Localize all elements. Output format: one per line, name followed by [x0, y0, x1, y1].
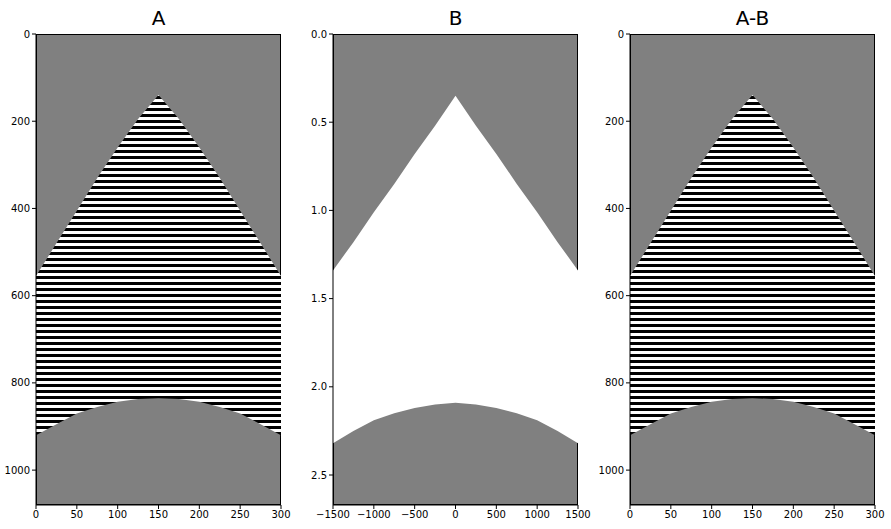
svg-text:100: 100 — [108, 509, 127, 520]
svg-text:150: 150 — [743, 509, 762, 520]
svg-text:250: 250 — [825, 509, 844, 520]
svg-text:1000: 1000 — [5, 465, 30, 476]
svg-text:1000: 1000 — [599, 465, 624, 476]
svg-text:−500: −500 — [401, 509, 428, 520]
svg-text:400: 400 — [605, 203, 624, 214]
svg-text:1000: 1000 — [524, 509, 549, 520]
svg-text:0.5: 0.5 — [311, 117, 327, 128]
svg-text:−1500: −1500 — [316, 509, 350, 520]
svg-text:800: 800 — [11, 377, 30, 388]
svg-text:200: 200 — [605, 116, 624, 127]
svg-text:0.0: 0.0 — [311, 29, 327, 40]
svg-text:250: 250 — [231, 509, 250, 520]
svg-text:200: 200 — [11, 116, 30, 127]
svg-text:100: 100 — [702, 509, 721, 520]
svg-text:600: 600 — [11, 290, 30, 301]
svg-text:600: 600 — [605, 290, 624, 301]
svg-text:300: 300 — [865, 509, 884, 520]
svg-text:2.0: 2.0 — [311, 381, 327, 392]
svg-text:1.5: 1.5 — [311, 293, 327, 304]
svg-text:200: 200 — [190, 509, 209, 520]
svg-text:2.5: 2.5 — [311, 470, 327, 481]
svg-text:300: 300 — [271, 509, 290, 520]
svg-text:0: 0 — [24, 29, 30, 40]
svg-text:−1000: −1000 — [357, 509, 391, 520]
svg-text:1500: 1500 — [565, 509, 590, 520]
svg-text:200: 200 — [784, 509, 803, 520]
svg-text:500: 500 — [487, 509, 506, 520]
svg-text:150: 150 — [149, 509, 168, 520]
svg-text:400: 400 — [11, 203, 30, 214]
html-text:B: B — [448, 6, 463, 30]
html-text:A: A — [151, 6, 166, 30]
svg-text:0: 0 — [627, 509, 633, 520]
html-text:A-B: A-B — [735, 6, 770, 30]
svg-text:50: 50 — [664, 509, 677, 520]
svg-text:800: 800 — [605, 377, 624, 388]
svg-text:0: 0 — [618, 29, 624, 40]
svg-text:50: 50 — [70, 509, 83, 520]
svg-text:0: 0 — [33, 509, 39, 520]
svg-text:1.0: 1.0 — [311, 205, 327, 216]
svg-text:0: 0 — [452, 509, 458, 520]
